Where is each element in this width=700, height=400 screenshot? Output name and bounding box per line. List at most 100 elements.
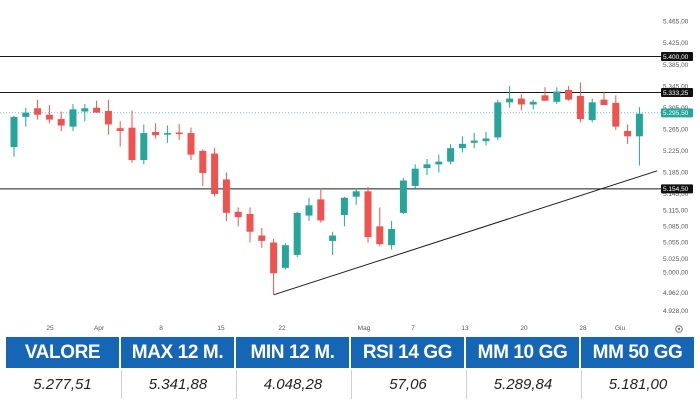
candle-body <box>482 138 490 142</box>
candle-body <box>163 133 171 135</box>
candle-body <box>329 235 337 241</box>
candle-body <box>447 148 455 162</box>
candle-body <box>517 98 525 105</box>
candle-body <box>69 109 77 127</box>
candle-body <box>364 191 372 238</box>
y-tick-label: 4.928,00 <box>663 308 689 315</box>
y-tick-label: 5.000,00 <box>663 269 689 276</box>
y-axis: 5.465,005.425,005.385,005.345,005.305,00… <box>663 19 689 316</box>
stat-value: 5.289,84 <box>466 370 579 399</box>
candle-body <box>411 168 419 186</box>
candle-body <box>211 153 219 194</box>
candle-body <box>553 91 561 102</box>
candle-body <box>340 197 348 216</box>
stat-header: VALORE <box>6 337 119 368</box>
candle-body <box>565 89 573 100</box>
stat-value: 5.277,51 <box>33 376 92 393</box>
candle-body <box>199 150 207 173</box>
candle-body <box>612 102 620 127</box>
candle-body <box>541 95 549 101</box>
gear-icon[interactable] <box>674 324 684 334</box>
last-price-tag-bg <box>661 108 693 118</box>
candle-body <box>588 102 596 121</box>
last-price-tag-label: 5.295,50 <box>663 110 689 117</box>
candle-body <box>281 245 289 268</box>
candle-body <box>104 110 112 125</box>
stats-table: VALORE 5.277,51 MAX 12 M. 5.341,88 MIN 1… <box>6 337 694 399</box>
candle-body <box>116 128 124 131</box>
y-tick-label: 5.265,00 <box>663 127 689 134</box>
candle-body <box>470 140 478 143</box>
horizontal-levels <box>0 56 661 190</box>
stat-header: MM 10 GG <box>466 337 579 368</box>
price-chart: 5.465,005.425,005.385,005.345,005.305,00… <box>0 19 693 332</box>
candle-body <box>352 191 360 197</box>
y-tick-label: 5.145,00 <box>663 191 689 198</box>
candle-body <box>222 179 230 213</box>
candles-layer <box>10 82 643 295</box>
candle-body <box>140 133 148 161</box>
support-trendline <box>273 170 658 296</box>
x-tick-label: 13 <box>461 325 469 332</box>
candle-body <box>22 112 30 117</box>
candle-body <box>81 108 89 112</box>
candle-body <box>258 235 266 241</box>
candle-body <box>458 143 466 149</box>
stat-mm-50: MM 50 GG 5.181,00 <box>581 337 694 399</box>
candle-body <box>45 114 53 120</box>
x-axis: 25 Apr 8 15 22 Mag 7 13 20 28 Giu <box>46 325 625 332</box>
x-tick-label: 28 <box>579 325 587 332</box>
candle-body <box>388 229 396 246</box>
x-tick-label: 7 <box>411 325 415 332</box>
y-tick-label: 5.055,00 <box>663 240 689 247</box>
x-tick-label: Apr <box>94 325 105 332</box>
level-price-tag-bg <box>661 52 693 62</box>
y-tick-label: 4.962,00 <box>663 290 689 297</box>
x-tick-label: 8 <box>159 325 163 332</box>
y-tick-label: 5.345,00 <box>663 83 689 90</box>
y-tick-label: 5.225,00 <box>663 148 689 155</box>
x-tick-label: 25 <box>46 325 54 332</box>
stat-header: MIN 12 M. <box>236 337 349 368</box>
candle-body <box>246 213 254 232</box>
candle-body <box>529 101 537 105</box>
stat-header: MM 50 GG <box>581 337 694 368</box>
level-price-tag-label: 5.333,25 <box>663 90 689 97</box>
level-price-tag-bg <box>661 88 693 98</box>
candle-body <box>435 161 443 165</box>
stat-valore: VALORE 5.277,51 <box>6 337 119 399</box>
level-price-tag: 5.333,25 <box>661 88 693 98</box>
y-tick-label: 5.465,00 <box>663 19 689 26</box>
candle-body <box>600 99 608 106</box>
stat-value: 4.048,28 <box>236 370 349 399</box>
candle-body <box>175 132 183 135</box>
candle-body <box>234 211 242 218</box>
stat-mm-10: MM 10 GG 5.289,84 <box>466 337 579 399</box>
y-tick-label: 5.025,00 <box>663 256 689 263</box>
x-tick-label: 22 <box>278 325 286 332</box>
y-tick-label: 5.085,00 <box>663 224 689 231</box>
y-tick-label: 5.185,00 <box>663 170 689 177</box>
trendline-layer <box>273 170 658 296</box>
candle-body <box>293 212 301 255</box>
x-tick-label: Giu <box>615 325 626 332</box>
level-price-tag-label: 5.400,00 <box>663 54 689 61</box>
candle-body <box>423 164 431 169</box>
candle-body <box>305 205 313 216</box>
x-tick-label: 20 <box>520 325 528 332</box>
candle-body <box>57 119 65 126</box>
candle-body <box>128 127 136 161</box>
stat-header: RSI 14 GG <box>351 337 464 368</box>
candle-body <box>270 242 278 274</box>
x-tick-label: 15 <box>217 325 225 332</box>
level-price-tag-bg <box>661 184 693 194</box>
candle-body <box>187 133 195 155</box>
y-tick-label: 5.115,00 <box>663 207 688 214</box>
candle-body <box>34 108 42 115</box>
candle-body <box>317 199 325 221</box>
level-price-tag: 5.154,50 <box>661 184 693 194</box>
y-tick-label: 5.425,00 <box>663 40 689 47</box>
candle-body <box>10 116 18 148</box>
stat-value: 57,06 <box>351 370 464 399</box>
candle-body <box>506 98 514 103</box>
